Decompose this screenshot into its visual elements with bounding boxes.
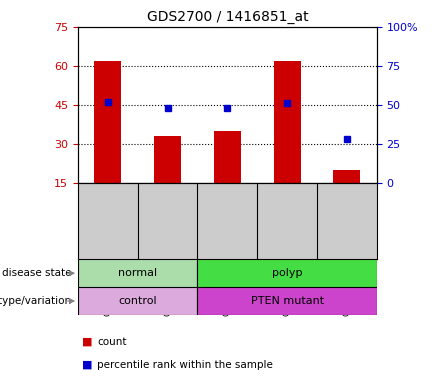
Text: disease state: disease state [3, 268, 72, 278]
Bar [197, 287, 377, 315]
Bar [333, 170, 360, 183]
Text: count: count [97, 337, 127, 347]
Text: ■: ■ [82, 360, 93, 370]
Bar [274, 61, 301, 183]
Text: ■: ■ [82, 337, 93, 347]
Text: percentile rank within the sample: percentile rank within the sample [97, 360, 273, 370]
Title: GDS2700 / 1416851_at: GDS2700 / 1416851_at [146, 10, 308, 25]
Text: PTEN mutant: PTEN mutant [251, 296, 323, 306]
Text: polyp: polyp [272, 268, 302, 278]
Text: genotype/variation: genotype/variation [0, 296, 72, 306]
Bar [94, 61, 121, 183]
Text: normal: normal [118, 268, 157, 278]
Bar [154, 136, 181, 183]
Bar [78, 259, 197, 287]
Bar [214, 131, 241, 183]
Text: control: control [118, 296, 157, 306]
Bar [78, 287, 197, 315]
Bar [197, 259, 377, 287]
